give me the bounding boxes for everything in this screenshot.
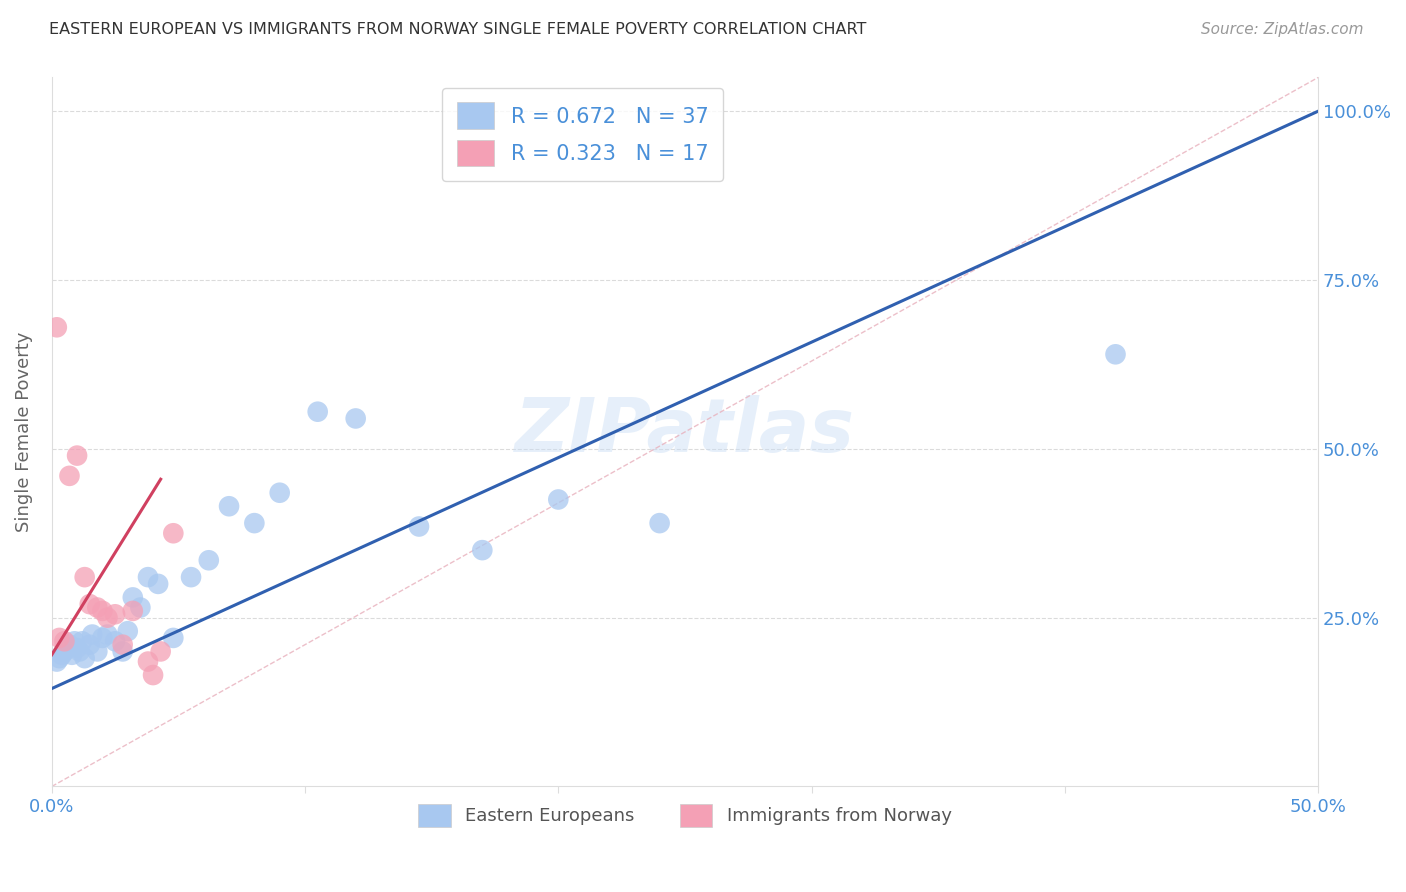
Point bbox=[96, 627, 118, 641]
Point bbox=[243, 516, 266, 530]
Point bbox=[1104, 347, 1126, 361]
Point bbox=[51, 648, 73, 662]
Point bbox=[86, 600, 108, 615]
Text: ZIPatlas: ZIPatlas bbox=[515, 395, 855, 468]
Point bbox=[58, 468, 80, 483]
Point bbox=[136, 655, 159, 669]
Point bbox=[307, 405, 329, 419]
Point bbox=[86, 644, 108, 658]
Point bbox=[45, 320, 67, 334]
Point bbox=[142, 668, 165, 682]
Point bbox=[73, 570, 96, 584]
Point bbox=[58, 638, 80, 652]
Point bbox=[70, 634, 93, 648]
Point bbox=[56, 641, 79, 656]
Point bbox=[121, 604, 143, 618]
Point bbox=[79, 638, 101, 652]
Point bbox=[48, 651, 70, 665]
Point bbox=[66, 641, 89, 656]
Point bbox=[111, 638, 134, 652]
Point bbox=[96, 610, 118, 624]
Point bbox=[471, 543, 494, 558]
Point bbox=[408, 519, 430, 533]
Point bbox=[197, 553, 219, 567]
Point bbox=[104, 634, 127, 648]
Point bbox=[60, 648, 83, 662]
Point bbox=[66, 449, 89, 463]
Point bbox=[269, 485, 291, 500]
Point bbox=[79, 597, 101, 611]
Point bbox=[218, 500, 240, 514]
Point bbox=[136, 570, 159, 584]
Point bbox=[69, 644, 91, 658]
Point bbox=[48, 631, 70, 645]
Point bbox=[45, 655, 67, 669]
Point bbox=[162, 526, 184, 541]
Point bbox=[53, 644, 76, 658]
Point bbox=[82, 627, 104, 641]
Point bbox=[180, 570, 202, 584]
Point bbox=[63, 634, 86, 648]
Point bbox=[162, 631, 184, 645]
Point bbox=[117, 624, 139, 639]
Text: EASTERN EUROPEAN VS IMMIGRANTS FROM NORWAY SINGLE FEMALE POVERTY CORRELATION CHA: EASTERN EUROPEAN VS IMMIGRANTS FROM NORW… bbox=[49, 22, 866, 37]
Y-axis label: Single Female Poverty: Single Female Poverty bbox=[15, 332, 32, 533]
Point bbox=[121, 591, 143, 605]
Text: Source: ZipAtlas.com: Source: ZipAtlas.com bbox=[1201, 22, 1364, 37]
Point bbox=[73, 651, 96, 665]
Point bbox=[648, 516, 671, 530]
Point bbox=[91, 631, 114, 645]
Point bbox=[146, 577, 169, 591]
Point bbox=[129, 600, 152, 615]
Point bbox=[104, 607, 127, 622]
Point bbox=[53, 634, 76, 648]
Point bbox=[111, 644, 134, 658]
Point bbox=[91, 604, 114, 618]
Point bbox=[547, 492, 569, 507]
Point bbox=[344, 411, 367, 425]
Point bbox=[149, 644, 172, 658]
Legend: Eastern Europeans, Immigrants from Norway: Eastern Europeans, Immigrants from Norwa… bbox=[411, 797, 959, 834]
